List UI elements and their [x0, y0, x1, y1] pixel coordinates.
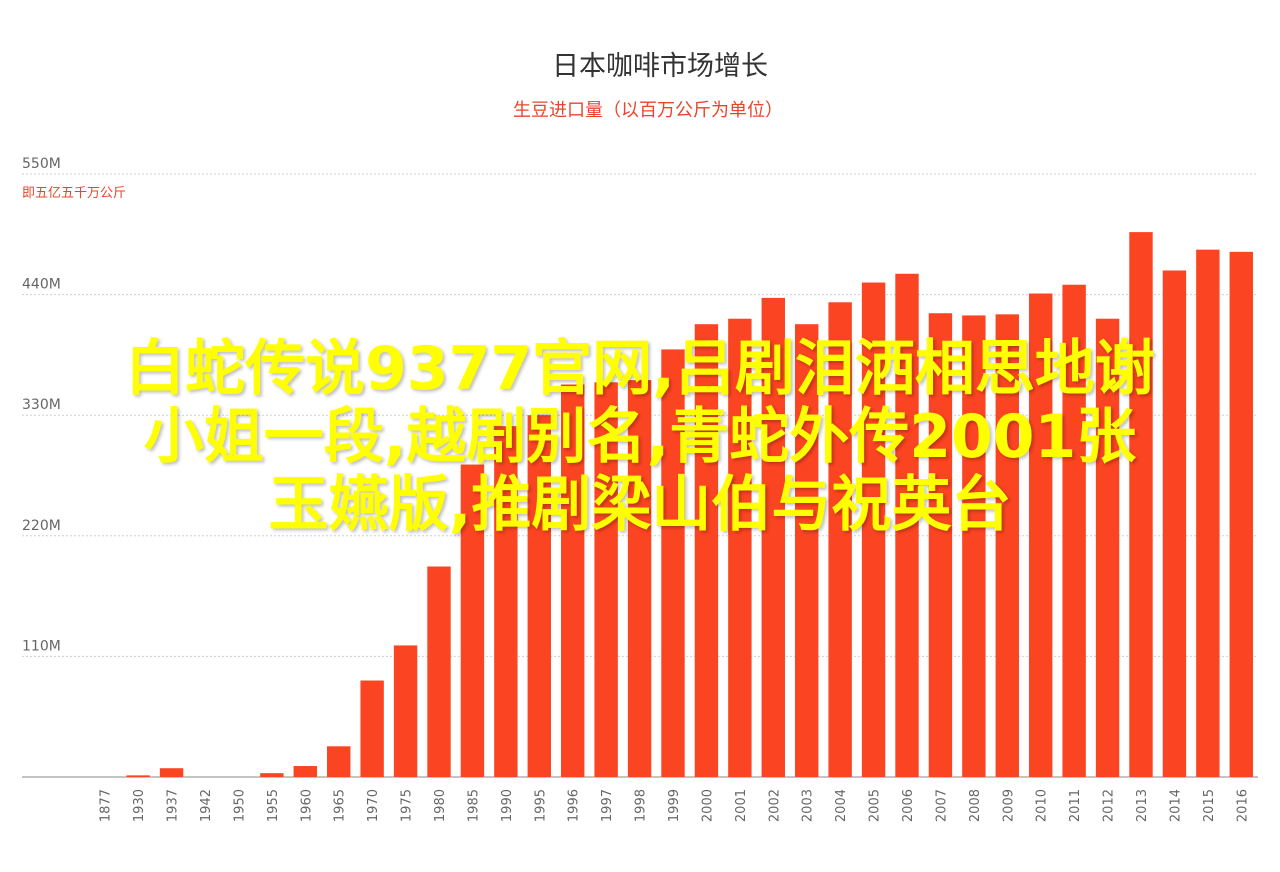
bar-2014	[1162, 270, 1187, 777]
x-tick-label-1877: 1877	[99, 789, 114, 822]
overlay-line-1: 白蛇传说9377官网,吕剧泪洒相思地谢	[125, 334, 1155, 404]
x-tick-label-2002: 2002	[767, 789, 782, 822]
x-tick-label-2013: 2013	[1135, 789, 1150, 822]
x-tick-label-1930: 1930	[132, 789, 147, 822]
bar-1985	[460, 464, 485, 777]
chart-title: 日本咖啡市场增长	[552, 51, 768, 82]
bar-1997	[594, 382, 618, 777]
bar-1990	[494, 426, 518, 777]
bar-1998	[627, 380, 652, 777]
x-tick-label-1985: 1985	[466, 789, 481, 822]
x-tick-label-2003: 2003	[801, 789, 816, 822]
bar-2015	[1196, 249, 1220, 777]
bar-2001	[728, 318, 752, 777]
bar-1960	[293, 766, 317, 777]
x-tick-label-2016: 2016	[1235, 789, 1250, 822]
x-tick-label-1980: 1980	[433, 789, 448, 822]
x-tick-label-1970: 1970	[366, 789, 381, 822]
bar-2002	[761, 297, 785, 777]
y-tick-label: 220M	[22, 518, 61, 534]
bar-1999	[661, 349, 685, 777]
chart-subtitle: 生豆进口量（以百万公斤为单位）	[513, 100, 783, 121]
bar-2012	[1095, 318, 1120, 777]
x-tick-label-1998: 1998	[634, 789, 649, 822]
y-axis-unit-note: 即五亿五千万公斤	[22, 186, 126, 201]
bar-1937	[159, 768, 184, 777]
bar-2007	[928, 313, 953, 777]
bar-2010	[1029, 293, 1053, 777]
x-tick-label-1965: 1965	[333, 789, 348, 822]
x-tick-label-2006: 2006	[901, 789, 916, 822]
y-tick-label: 440M	[22, 277, 61, 293]
bar-1965	[327, 746, 351, 777]
bar-1996	[561, 384, 585, 777]
y-tick-label: 110M	[22, 638, 61, 654]
x-tick-label-1955: 1955	[266, 789, 281, 822]
x-tick-label-2014: 2014	[1168, 789, 1183, 822]
x-tick-label-1990: 1990	[500, 789, 515, 822]
bar-2016	[1229, 251, 1253, 778]
x-tick-label-2009: 2009	[1001, 789, 1016, 822]
bar-2009	[995, 314, 1019, 777]
bar-1970	[360, 680, 384, 777]
x-tick-label-1942: 1942	[199, 789, 214, 822]
x-tick-label-2008: 2008	[968, 789, 983, 822]
x-tick-label-2011: 2011	[1068, 789, 1083, 822]
x-tick-label-2012: 2012	[1102, 789, 1117, 822]
x-tick-label-2000: 2000	[700, 789, 715, 822]
x-tick-label-1937: 1937	[166, 789, 181, 822]
watermark-overlay-text: 白蛇传说9377官网,吕剧泪洒相思地谢 小姐一段,越剧别名,青蛇外传2001张 …	[0, 335, 1280, 539]
x-tick-label-1995: 1995	[533, 789, 548, 822]
overlay-line-2: 小姐一段,越剧别名,青蛇外传2001张	[143, 402, 1137, 472]
x-tick-label-2015: 2015	[1202, 789, 1217, 822]
bar-2004	[828, 302, 852, 777]
x-tick-label-2010: 2010	[1035, 789, 1050, 822]
bar-2005	[861, 282, 886, 777]
x-tick-label-2004: 2004	[834, 789, 849, 822]
bar-2011	[1062, 284, 1086, 777]
bar-2003	[795, 324, 819, 777]
x-tick-label-1999: 1999	[667, 789, 682, 822]
bar-1955	[260, 773, 284, 777]
bar-2000	[694, 324, 719, 777]
x-tick-label-2001: 2001	[734, 789, 749, 822]
bar-2006	[895, 273, 919, 777]
y-tick-label: 550M	[22, 156, 61, 172]
x-tick-label-1975: 1975	[400, 789, 415, 822]
x-tick-label-1997: 1997	[600, 789, 615, 822]
bar-2013	[1129, 232, 1153, 777]
bar-1980	[427, 566, 451, 777]
bar-1930	[126, 775, 150, 777]
overlay-line-3: 玉嬿版,推剧梁山伯与祝英台	[268, 470, 1012, 540]
bar-1975	[393, 645, 418, 777]
x-tick-label-1950: 1950	[232, 789, 247, 822]
bar-1995	[527, 415, 551, 777]
x-tick-label-1960: 1960	[299, 789, 314, 822]
x-tick-label-1996: 1996	[567, 789, 582, 822]
x-tick-label-2005: 2005	[868, 789, 883, 822]
y-tick-label: 330M	[22, 397, 61, 413]
bar-2008	[962, 315, 986, 777]
x-tick-label-2007: 2007	[934, 789, 949, 822]
